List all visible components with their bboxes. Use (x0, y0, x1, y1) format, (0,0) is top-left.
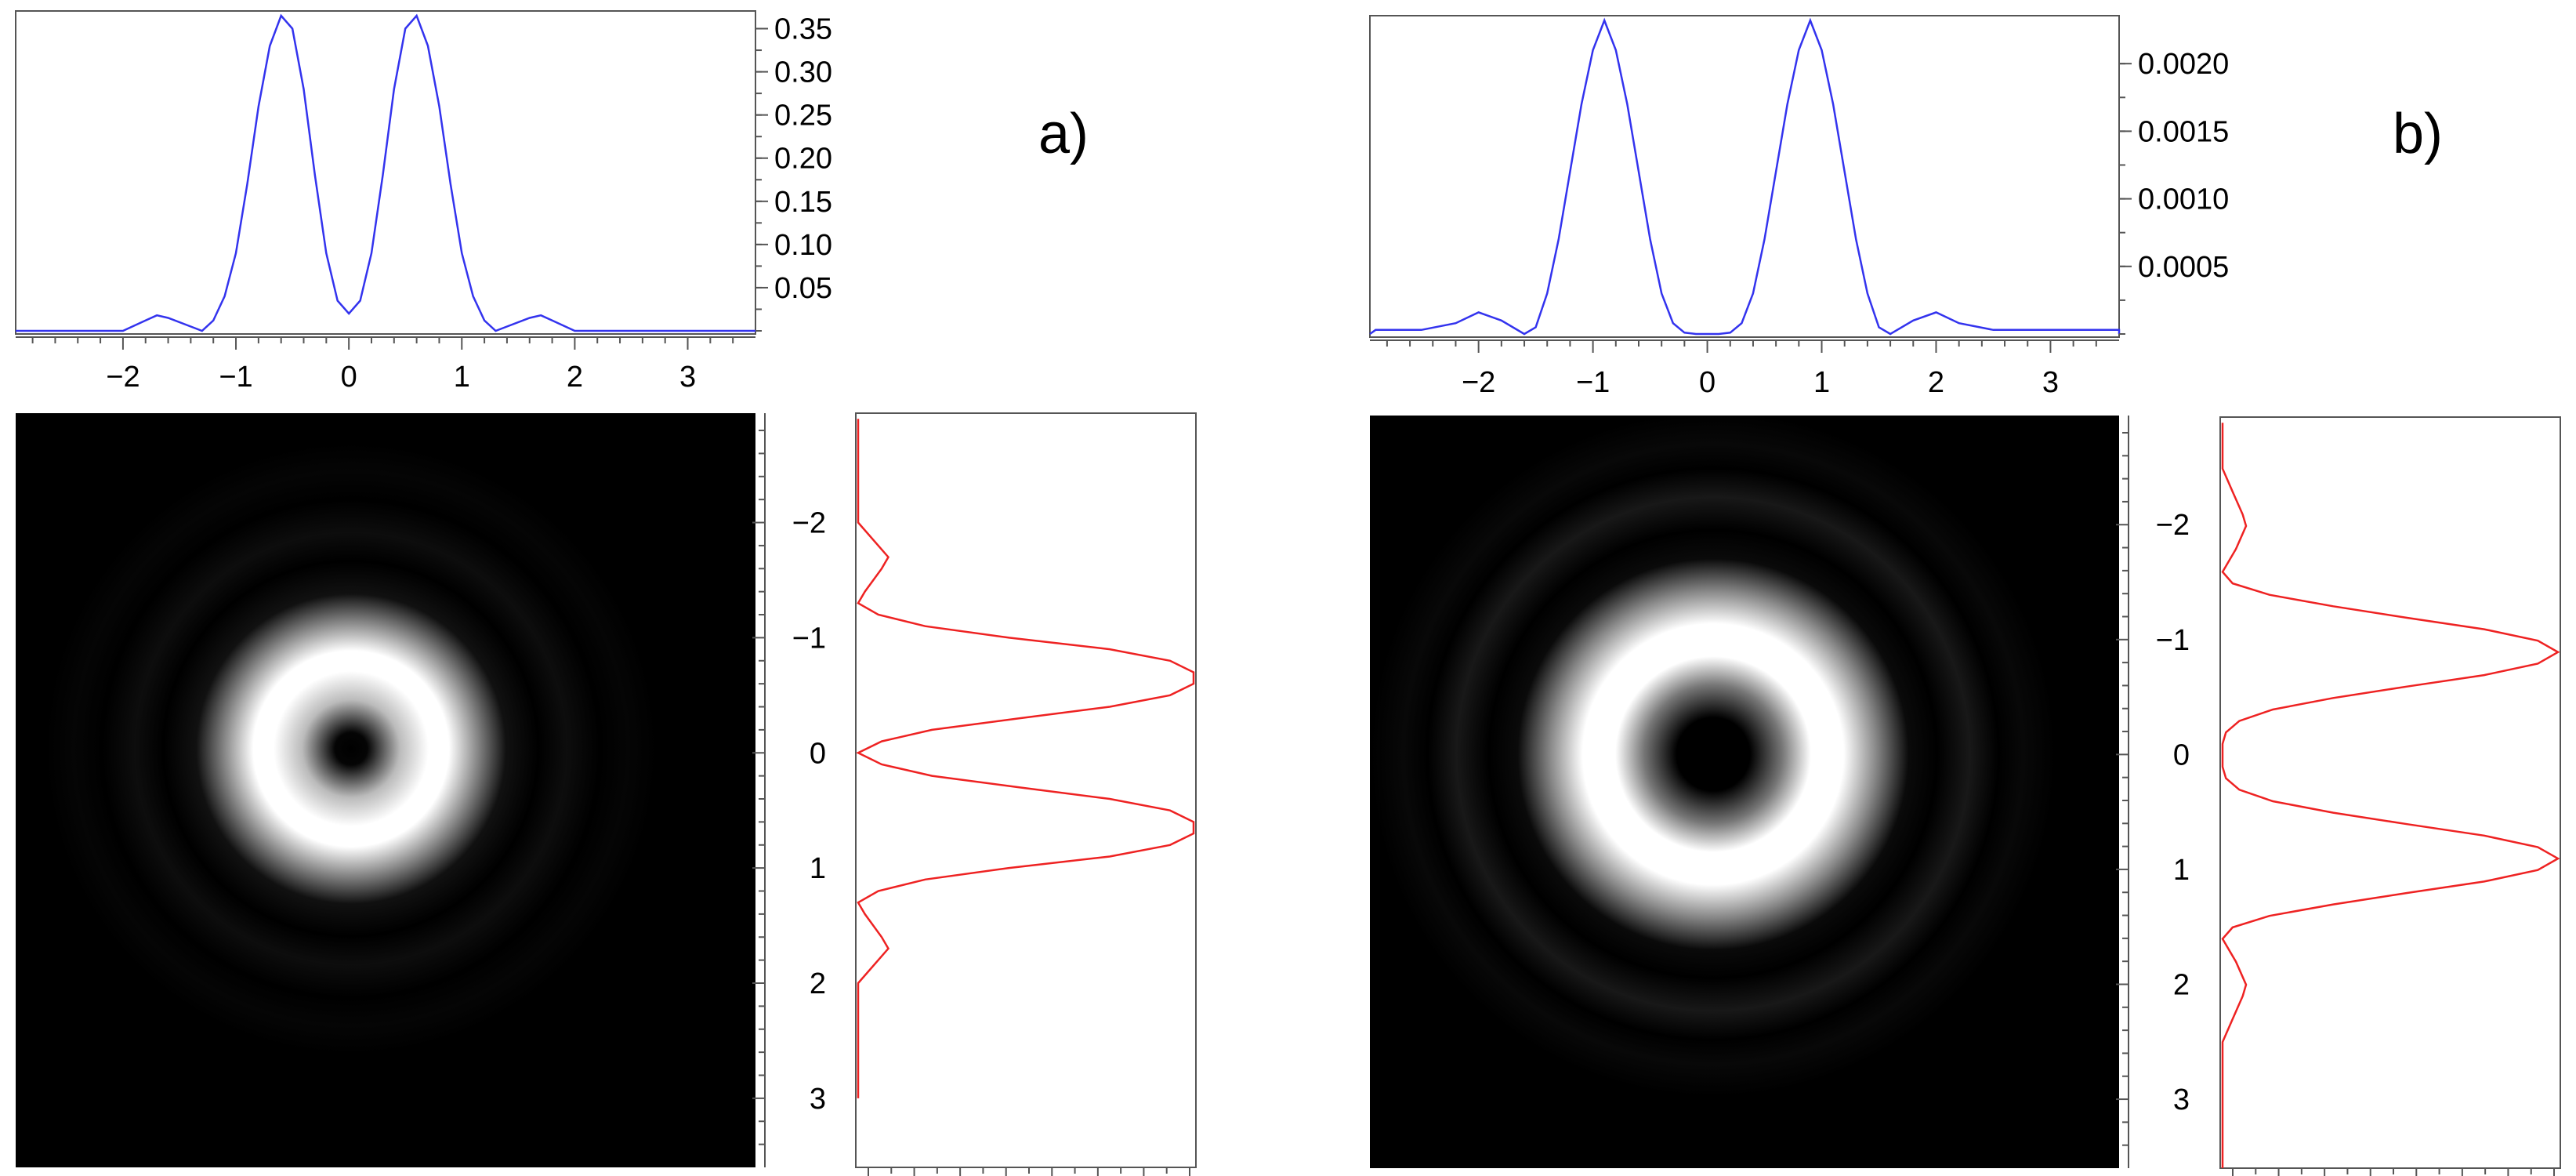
panel-a-x-ticks: −2 −1 0 1 2 3 (16, 336, 755, 394)
top-y-tick-label: 0.25 (774, 100, 832, 132)
panel-a-top-profile-line (16, 13, 755, 332)
y-tick-label: −2 (792, 507, 826, 540)
top-y-tick-label: 0.35 (774, 13, 832, 46)
x-tick-label: −2 (106, 361, 139, 394)
top-y-tick-label: 0.10 (774, 229, 832, 262)
panel-a-intensity-image (16, 413, 755, 1167)
top-y-tick-label: 0.0010 (2138, 183, 2229, 216)
x-tick-label: 1 (1813, 366, 1830, 399)
x-tick-label: 0 (341, 361, 357, 394)
x-tick-label: 3 (2042, 366, 2059, 399)
panel-b-side-profile-frame (2219, 416, 2561, 1169)
panel-b-intensity-image (1370, 416, 2119, 1168)
x-tick-label: 2 (567, 361, 583, 394)
panel-a-side-profile-line (856, 419, 1195, 1098)
panel-b-top-profile-line (1369, 17, 2121, 336)
x-tick-label: −1 (219, 361, 252, 394)
y-tick-label: −1 (792, 622, 826, 655)
panel-b-x-ticks: −2 −1 0 1 2 3 (1370, 339, 2119, 399)
y-tick-label: 3 (810, 1083, 826, 1116)
x-tick-label: −1 (1576, 366, 1610, 399)
panel-b-top-profile-frame (1369, 15, 2120, 338)
top-y-tick-label: 0.15 (774, 186, 832, 219)
x-tick-label: 2 (1928, 366, 1944, 399)
panel-b-top-y-ticks: 0.0020 0.0015 0.0010 0.0005 (2119, 48, 2229, 335)
panel-b-side-bottom-ticks (2232, 1168, 2555, 1176)
top-y-tick-label: 0.0020 (2138, 48, 2229, 81)
panel-b-y-ticks: −2 −1 0 1 2 3 (2116, 416, 2190, 1168)
top-y-tick-label: 0.30 (774, 56, 832, 89)
y-tick-label: 2 (2173, 968, 2190, 1001)
top-y-tick-label: 0.0005 (2138, 251, 2229, 284)
y-tick-label: −1 (2156, 624, 2190, 657)
y-tick-label: 0 (810, 737, 826, 770)
x-tick-label: −2 (1462, 366, 1495, 399)
x-tick-label: 3 (679, 361, 696, 394)
x-tick-label: 1 (454, 361, 470, 394)
y-tick-label: 2 (810, 967, 826, 1000)
y-tick-label: 0 (2173, 739, 2190, 771)
y-tick-label: 1 (2173, 854, 2190, 887)
y-tick-label: −2 (2156, 509, 2190, 542)
panel-a-side-bottom-ticks (868, 1167, 1190, 1176)
panel-b-label: b) (2393, 103, 2443, 165)
panel-a-y-ticks: −2 −1 0 1 2 3 (752, 413, 826, 1167)
top-y-tick-label: 0.05 (774, 272, 832, 305)
panel-a-top-y-ticks: 0.35 0.30 0.25 0.20 0.15 0.10 0.05 (755, 13, 832, 332)
panel-a: 0.35 0.30 0.25 0.20 0.15 0.10 0.05 −2 −1 0 1 2 3 a)… (15, 10, 1197, 1176)
x-tick-label: 0 (1699, 366, 1716, 399)
panel-a-side-profile-frame (855, 412, 1197, 1168)
panel-a-top-profile-frame (15, 10, 756, 335)
y-tick-label: 1 (810, 852, 826, 885)
top-y-tick-label: 0.20 (774, 143, 832, 176)
top-y-tick-label: 0.0015 (2138, 115, 2229, 148)
panel-a-label: a) (1038, 103, 1089, 165)
panel-b-side-profile-line (2221, 423, 2560, 1168)
y-tick-label: 3 (2173, 1083, 2190, 1116)
